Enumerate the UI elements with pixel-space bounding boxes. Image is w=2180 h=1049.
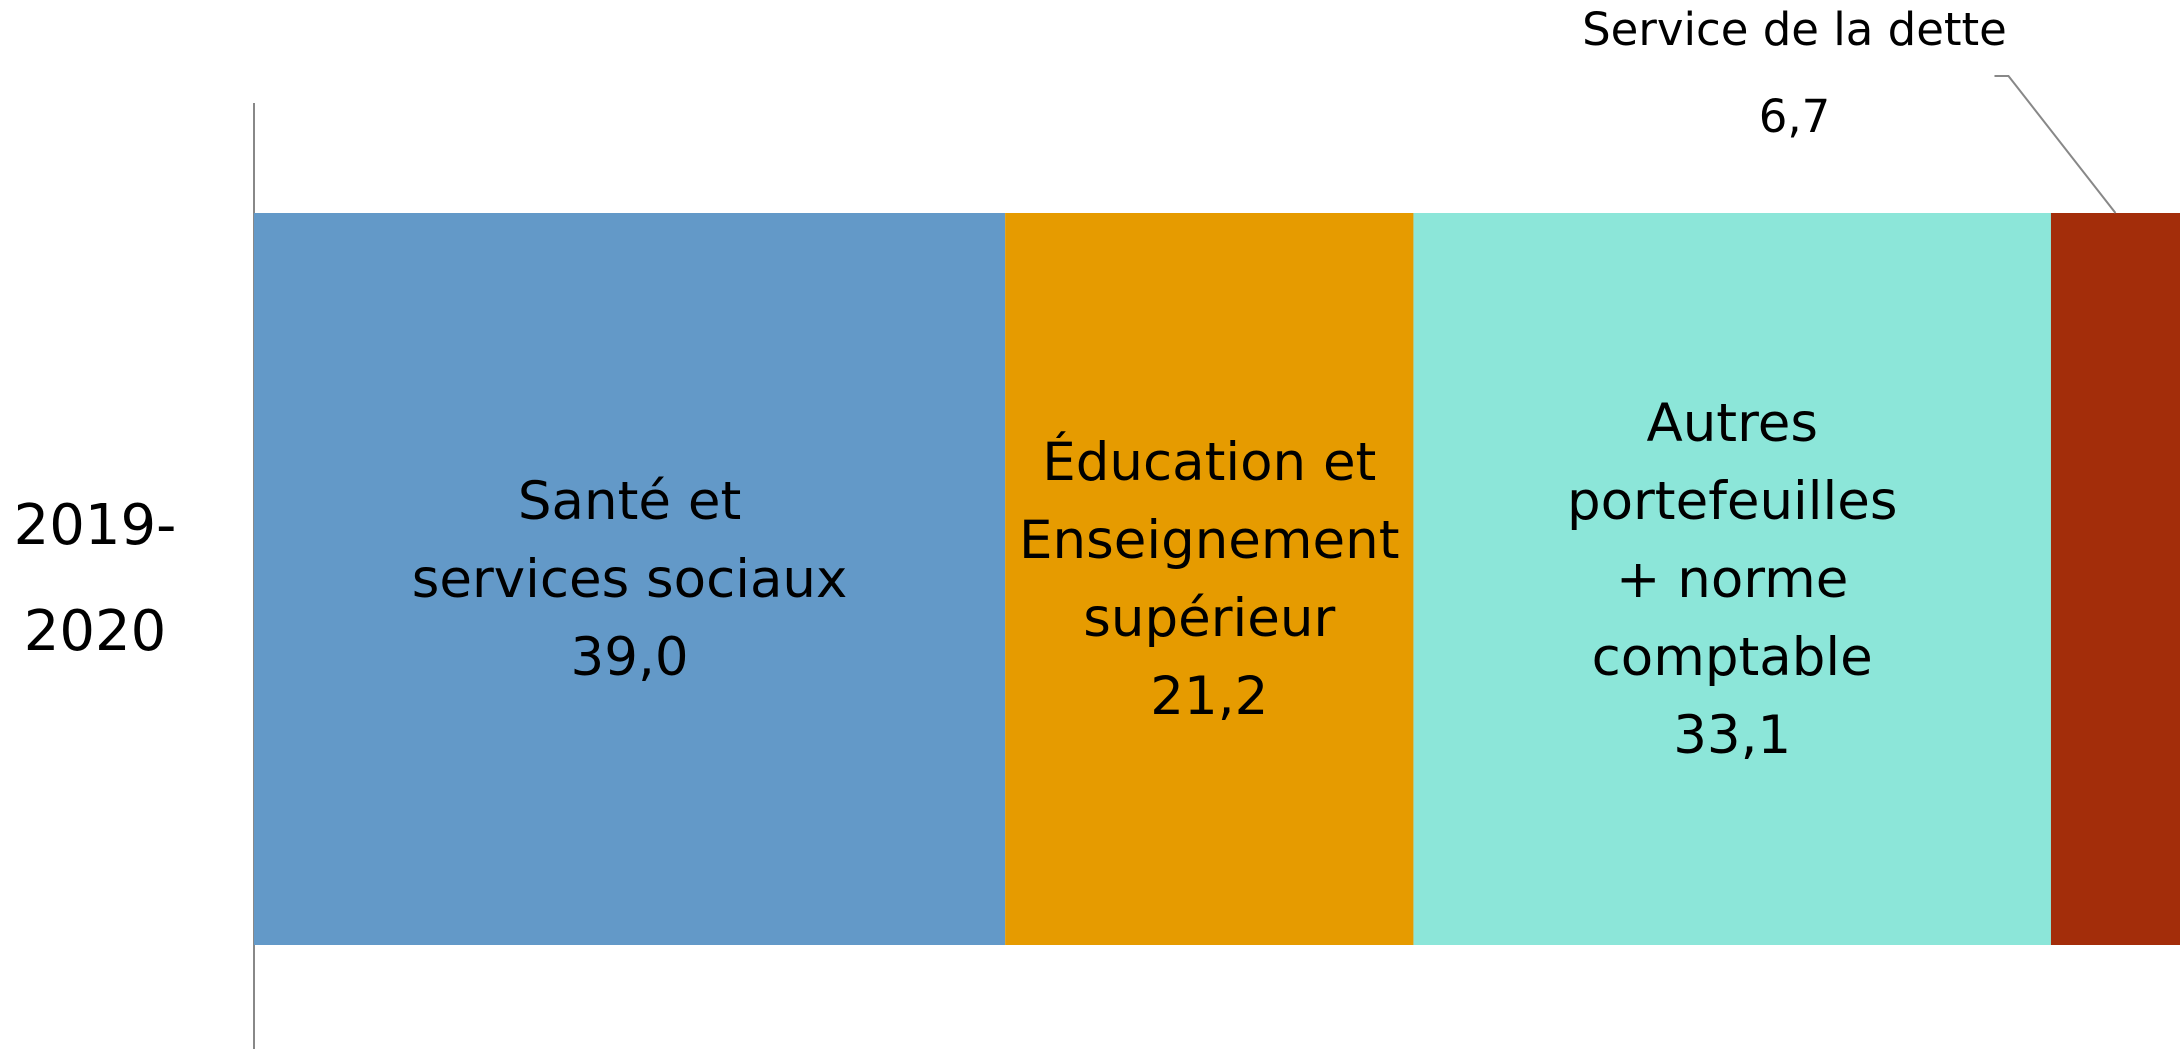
segment-label: Santé et services sociaux [412, 471, 848, 610]
value-label: 39,0 [571, 627, 689, 688]
segment-label-line: Enseignement [1019, 510, 1399, 571]
segment-label-line: comptable [1592, 627, 1873, 688]
segment-label-line: Autres [1646, 393, 1817, 454]
segment-label-line: Santé et [518, 471, 741, 532]
bar-segment [1413, 213, 2051, 945]
annotation-label: Service de la dette [1582, 3, 2007, 56]
annotation-value: 6,7 [1759, 90, 1831, 143]
segment-label-line: Éducation et [1042, 430, 1376, 493]
leader-line [1994, 75, 2117, 214]
segment-label-line: portefeuilles [1567, 471, 1898, 532]
segment-label-line: services sociaux [412, 549, 848, 610]
bar-segment [254, 213, 1006, 945]
segment-label: Autres portefeuilles + norme comptable [1567, 393, 1898, 688]
y-tick-label: 2019- 2020 [14, 493, 177, 664]
bar-segment [1005, 213, 1414, 945]
segment-label-line: + norme [1616, 549, 1848, 610]
segment-label: Éducation et Enseignement supérieur [1019, 430, 1399, 649]
bar-segment [2050, 213, 2180, 945]
y-tick-label-line: 2019- [14, 493, 177, 558]
y-tick-label-line: 2020 [24, 599, 167, 664]
segment-label-line: supérieur [1083, 588, 1335, 649]
value-label: 33,1 [1673, 705, 1791, 766]
value-label: 21,2 [1150, 666, 1268, 727]
